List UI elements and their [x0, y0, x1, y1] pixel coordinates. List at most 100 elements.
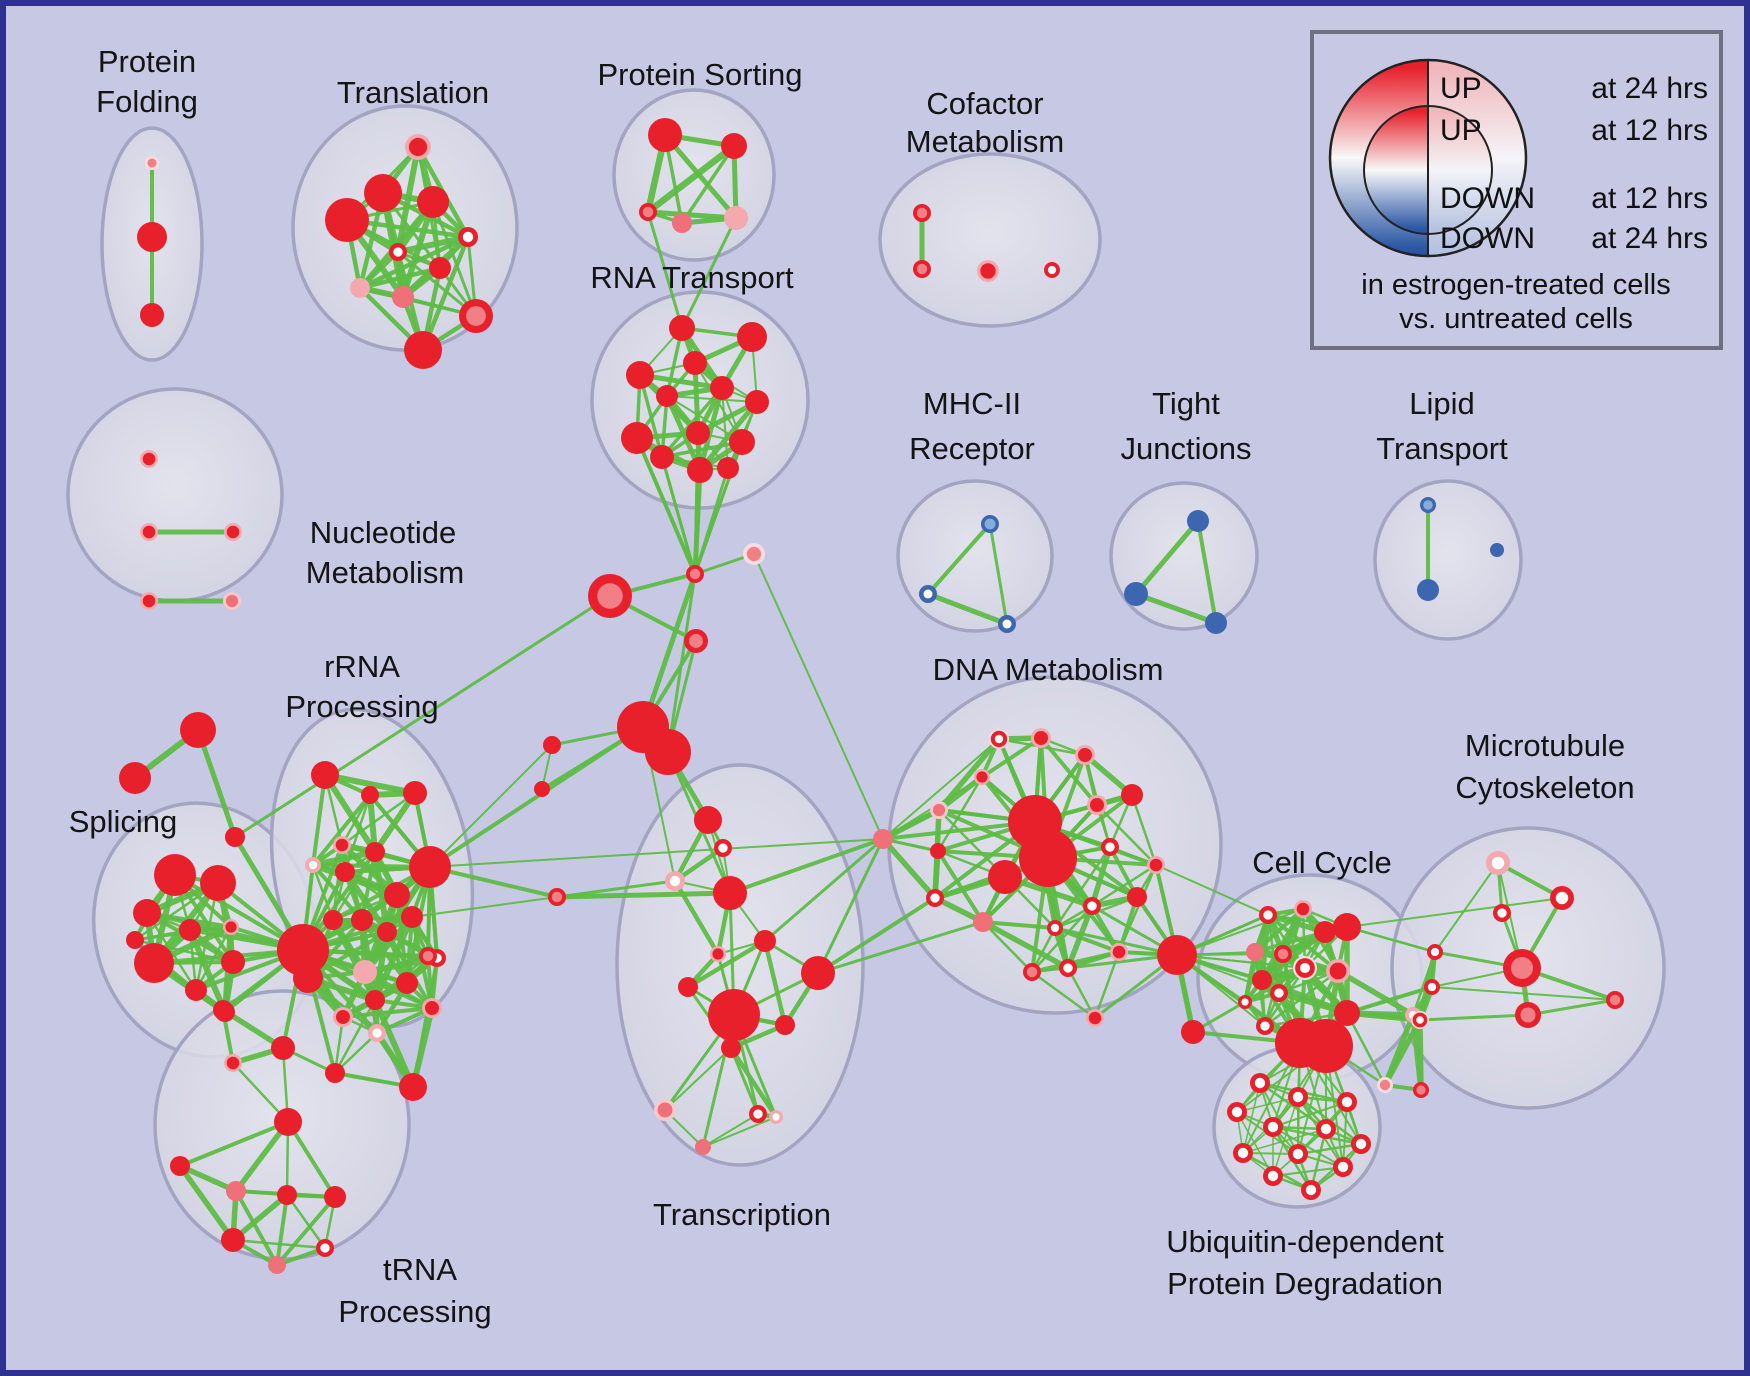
node-solid: [364, 174, 402, 212]
node-solid: [429, 257, 451, 279]
node-pinkHalo: [145, 156, 159, 170]
node-solid: [710, 376, 734, 400]
edge: [753, 553, 884, 840]
node-salmon: [973, 912, 993, 932]
node-halo: [333, 1007, 353, 1027]
node-solid: [534, 781, 550, 797]
node-ring: [749, 1105, 767, 1123]
node-pinkRing: [1486, 851, 1510, 875]
edge: [1417, 1017, 1424, 1093]
node-solid: [686, 421, 710, 445]
cluster-label-cell-cycle: Cell Cycle: [1252, 845, 1392, 880]
edge: [1431, 986, 1616, 1001]
node-ring: [1059, 959, 1077, 977]
node-redRingSalmon: [459, 299, 493, 333]
node-ring: [1427, 944, 1443, 960]
cluster-label-lipid-transport: Lipid: [1409, 386, 1475, 421]
node-solid: [180, 712, 216, 748]
legend-circle-half: [1364, 106, 1428, 234]
cluster-label-nucleotide-metabolism: Metabolism: [306, 555, 465, 590]
cluster-label-rrna-processing: rRNA: [324, 649, 400, 684]
node-redRingSalmon: [639, 203, 657, 221]
node-solid: [396, 972, 418, 994]
cluster-label-ubiquitin-degradation: Ubiquitin-dependent: [1166, 1224, 1444, 1259]
node-halo: [333, 836, 351, 854]
node-solid: [325, 1063, 345, 1083]
node-blue: [1187, 510, 1209, 532]
node-blue: [1417, 579, 1439, 601]
node-salmon: [873, 829, 893, 849]
edge: [1346, 897, 1563, 928]
node-ring: [714, 839, 732, 857]
edge: [428, 865, 559, 899]
cluster-label-dna-metabolism: DNA Metabolism: [933, 652, 1164, 687]
node-halo: [1031, 728, 1051, 748]
cluster-label-cofactor-metabolism: Metabolism: [906, 124, 1065, 159]
cluster-label-protein-sorting: Protein Sorting: [597, 57, 802, 92]
edge: [697, 385, 725, 473]
edge: [640, 571, 698, 730]
edge: [372, 997, 416, 1090]
cluster-label-tight-junctions: Junctions: [1121, 431, 1252, 466]
edge: [880, 836, 938, 901]
edge: [285, 1193, 327, 1250]
node-solid: [687, 457, 713, 483]
node-solid: [1252, 970, 1272, 990]
node-solid: [119, 762, 151, 794]
node-halo: [422, 998, 442, 1018]
node-solid: [1121, 784, 1143, 806]
edge: [680, 144, 736, 225]
node-solid: [134, 943, 174, 983]
edge: [926, 522, 992, 596]
edge: [1346, 926, 1436, 953]
node-solid: [1314, 921, 1336, 943]
node-salmon: [226, 1181, 246, 1201]
legend-direction-label: UP: [1440, 72, 1482, 105]
edge: [1335, 968, 1416, 1018]
edge: [1053, 926, 1179, 957]
edge: [1271, 1125, 1363, 1146]
node-blueRing: [998, 615, 1016, 633]
node-ring: [1288, 1087, 1308, 1107]
edge: [664, 1047, 732, 1111]
node-solid: [930, 843, 946, 859]
edge: [1039, 736, 1099, 807]
node-solid: [274, 1108, 302, 1136]
node-solid: [213, 1000, 233, 1020]
node-redRingSalmon: [1515, 1002, 1541, 1028]
node-solid: [621, 422, 653, 454]
node-solid: [185, 979, 207, 1001]
node-redRingSalmon: [419, 947, 437, 965]
node-solid: [775, 1015, 795, 1035]
node-ringHalo: [1411, 1011, 1429, 1029]
node-blueRingLt: [1420, 497, 1436, 513]
edge: [1175, 953, 1302, 1045]
node-ringHalo: [989, 729, 1009, 749]
node-solid: [271, 1036, 295, 1060]
node-halo: [140, 523, 158, 541]
edge: [1418, 1013, 1530, 1022]
node-redRingSalmon: [1503, 949, 1541, 987]
edge: [145, 911, 198, 992]
node-redRingSalmon: [1606, 991, 1624, 1009]
cluster-label-trna-processing: Processing: [338, 1294, 491, 1329]
edge: [322, 772, 378, 855]
edge: [697, 399, 760, 473]
legend-direction-label: DOWN: [1440, 222, 1535, 255]
edge: [816, 837, 885, 975]
node-solid: [1334, 1000, 1360, 1026]
node-pinkHalo: [743, 543, 765, 565]
cluster-label-protein-folding: Protein: [98, 44, 196, 79]
node-redRingSalmon: [913, 260, 931, 278]
node-halo: [224, 523, 242, 541]
node-solid: [1127, 887, 1147, 907]
node-salmon: [1246, 943, 1264, 961]
cluster-ellipse-transcription: [615, 763, 865, 1167]
edge: [340, 791, 417, 847]
node-halo: [710, 946, 726, 962]
cluster-label-splicing: Splicing: [69, 804, 178, 839]
edge: [1030, 950, 1121, 974]
edge: [428, 725, 645, 869]
node-salmonHalo: [654, 1099, 676, 1121]
node-solid: [656, 385, 678, 407]
